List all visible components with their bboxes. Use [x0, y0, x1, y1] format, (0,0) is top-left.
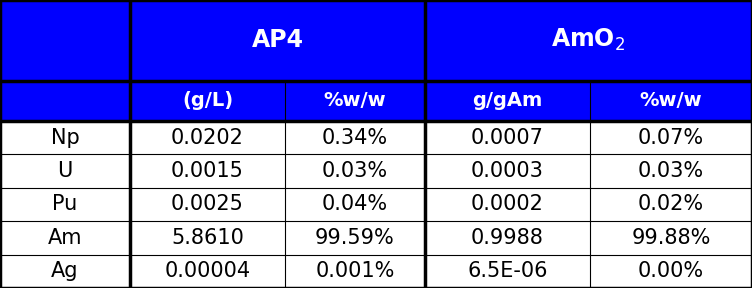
Bar [0, 81, 130, 121]
Bar [425, 221, 590, 255]
Text: 0.0007: 0.0007 [471, 128, 544, 148]
Text: 0.03%: 0.03% [322, 161, 388, 181]
Bar [590, 81, 752, 121]
Bar [425, 255, 590, 288]
Text: U: U [57, 161, 73, 181]
Bar [590, 121, 752, 154]
Bar [425, 0, 752, 81]
Text: Np: Np [50, 128, 80, 148]
Text: g/gAm: g/gAm [472, 91, 543, 110]
Bar [285, 154, 425, 188]
Text: 0.0003: 0.0003 [471, 161, 544, 181]
Bar [130, 81, 285, 121]
Text: 0.0202: 0.0202 [171, 128, 244, 148]
Bar [0, 0, 130, 81]
Bar [285, 121, 425, 154]
Bar [425, 81, 590, 121]
Text: 0.0002: 0.0002 [471, 194, 544, 215]
Text: 99.59%: 99.59% [315, 228, 395, 248]
Bar [590, 154, 752, 188]
Text: 6.5E-06: 6.5E-06 [467, 261, 547, 281]
Bar [130, 255, 285, 288]
Bar [285, 81, 425, 121]
Bar [590, 221, 752, 255]
Bar [0, 154, 130, 188]
Bar [130, 154, 285, 188]
Bar [0, 121, 130, 154]
Bar [425, 154, 590, 188]
Text: 0.04%: 0.04% [322, 194, 388, 215]
Text: Ag: Ag [51, 261, 79, 281]
Text: AmO$_2$: AmO$_2$ [551, 27, 626, 53]
Text: 0.02%: 0.02% [638, 194, 704, 215]
Bar [0, 221, 130, 255]
Bar [0, 188, 130, 221]
Bar [130, 188, 285, 221]
Bar [425, 121, 590, 154]
Bar [590, 188, 752, 221]
Text: 0.00%: 0.00% [638, 261, 704, 281]
Bar [285, 188, 425, 221]
Text: 0.07%: 0.07% [638, 128, 704, 148]
Text: %w/w: %w/w [640, 91, 702, 110]
Text: 0.0015: 0.0015 [171, 161, 244, 181]
Text: Pu: Pu [53, 194, 77, 215]
Bar [425, 188, 590, 221]
Bar [590, 255, 752, 288]
Text: AP4: AP4 [251, 28, 304, 52]
Text: 99.88%: 99.88% [632, 228, 711, 248]
Text: 0.001%: 0.001% [315, 261, 395, 281]
Text: 0.9988: 0.9988 [471, 228, 544, 248]
Bar [130, 221, 285, 255]
Bar [285, 221, 425, 255]
Bar [130, 121, 285, 154]
Text: Am: Am [47, 228, 82, 248]
Text: (g/L): (g/L) [182, 91, 233, 110]
Text: 0.03%: 0.03% [638, 161, 704, 181]
Text: 0.00004: 0.00004 [165, 261, 250, 281]
Text: 0.34%: 0.34% [322, 128, 388, 148]
Text: 0.0025: 0.0025 [171, 194, 244, 215]
Text: 5.8610: 5.8610 [171, 228, 244, 248]
Bar [130, 0, 425, 81]
Text: %w/w: %w/w [323, 91, 387, 110]
Bar [285, 255, 425, 288]
Bar [0, 255, 130, 288]
